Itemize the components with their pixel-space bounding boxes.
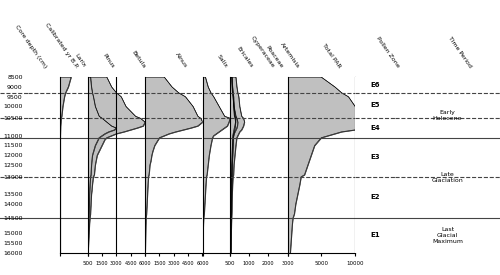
- Text: E1: E1: [370, 232, 380, 238]
- Text: Pinus: Pinus: [102, 52, 116, 69]
- Text: Poaceae: Poaceae: [264, 44, 283, 69]
- Text: Late
Glaciation: Late Glaciation: [432, 172, 464, 183]
- Text: E4: E4: [370, 125, 380, 131]
- Text: Calibrated yr B.P.: Calibrated yr B.P.: [44, 22, 78, 69]
- Text: Artemisia: Artemisia: [279, 41, 300, 69]
- Text: Alnus: Alnus: [174, 52, 188, 69]
- Text: Ericales: Ericales: [236, 46, 254, 69]
- Text: Salix: Salix: [216, 54, 229, 69]
- Text: Total PAR: Total PAR: [321, 42, 342, 69]
- Text: Time Period: Time Period: [448, 36, 472, 69]
- Text: Cyperaceae: Cyperaceae: [250, 35, 276, 69]
- Text: E2: E2: [370, 194, 380, 200]
- Text: Larix: Larix: [74, 53, 86, 69]
- Text: Core depth (cm): Core depth (cm): [14, 24, 48, 69]
- Text: Pollen Zone: Pollen Zone: [375, 36, 400, 69]
- Text: E5: E5: [370, 102, 380, 108]
- Text: Early
Holocene: Early Holocene: [433, 110, 462, 120]
- Text: E6: E6: [370, 82, 380, 88]
- Text: Betula: Betula: [130, 49, 146, 69]
- Text: E3: E3: [370, 154, 380, 160]
- Text: Last
Glacial
Maximum: Last Glacial Maximum: [432, 227, 463, 244]
